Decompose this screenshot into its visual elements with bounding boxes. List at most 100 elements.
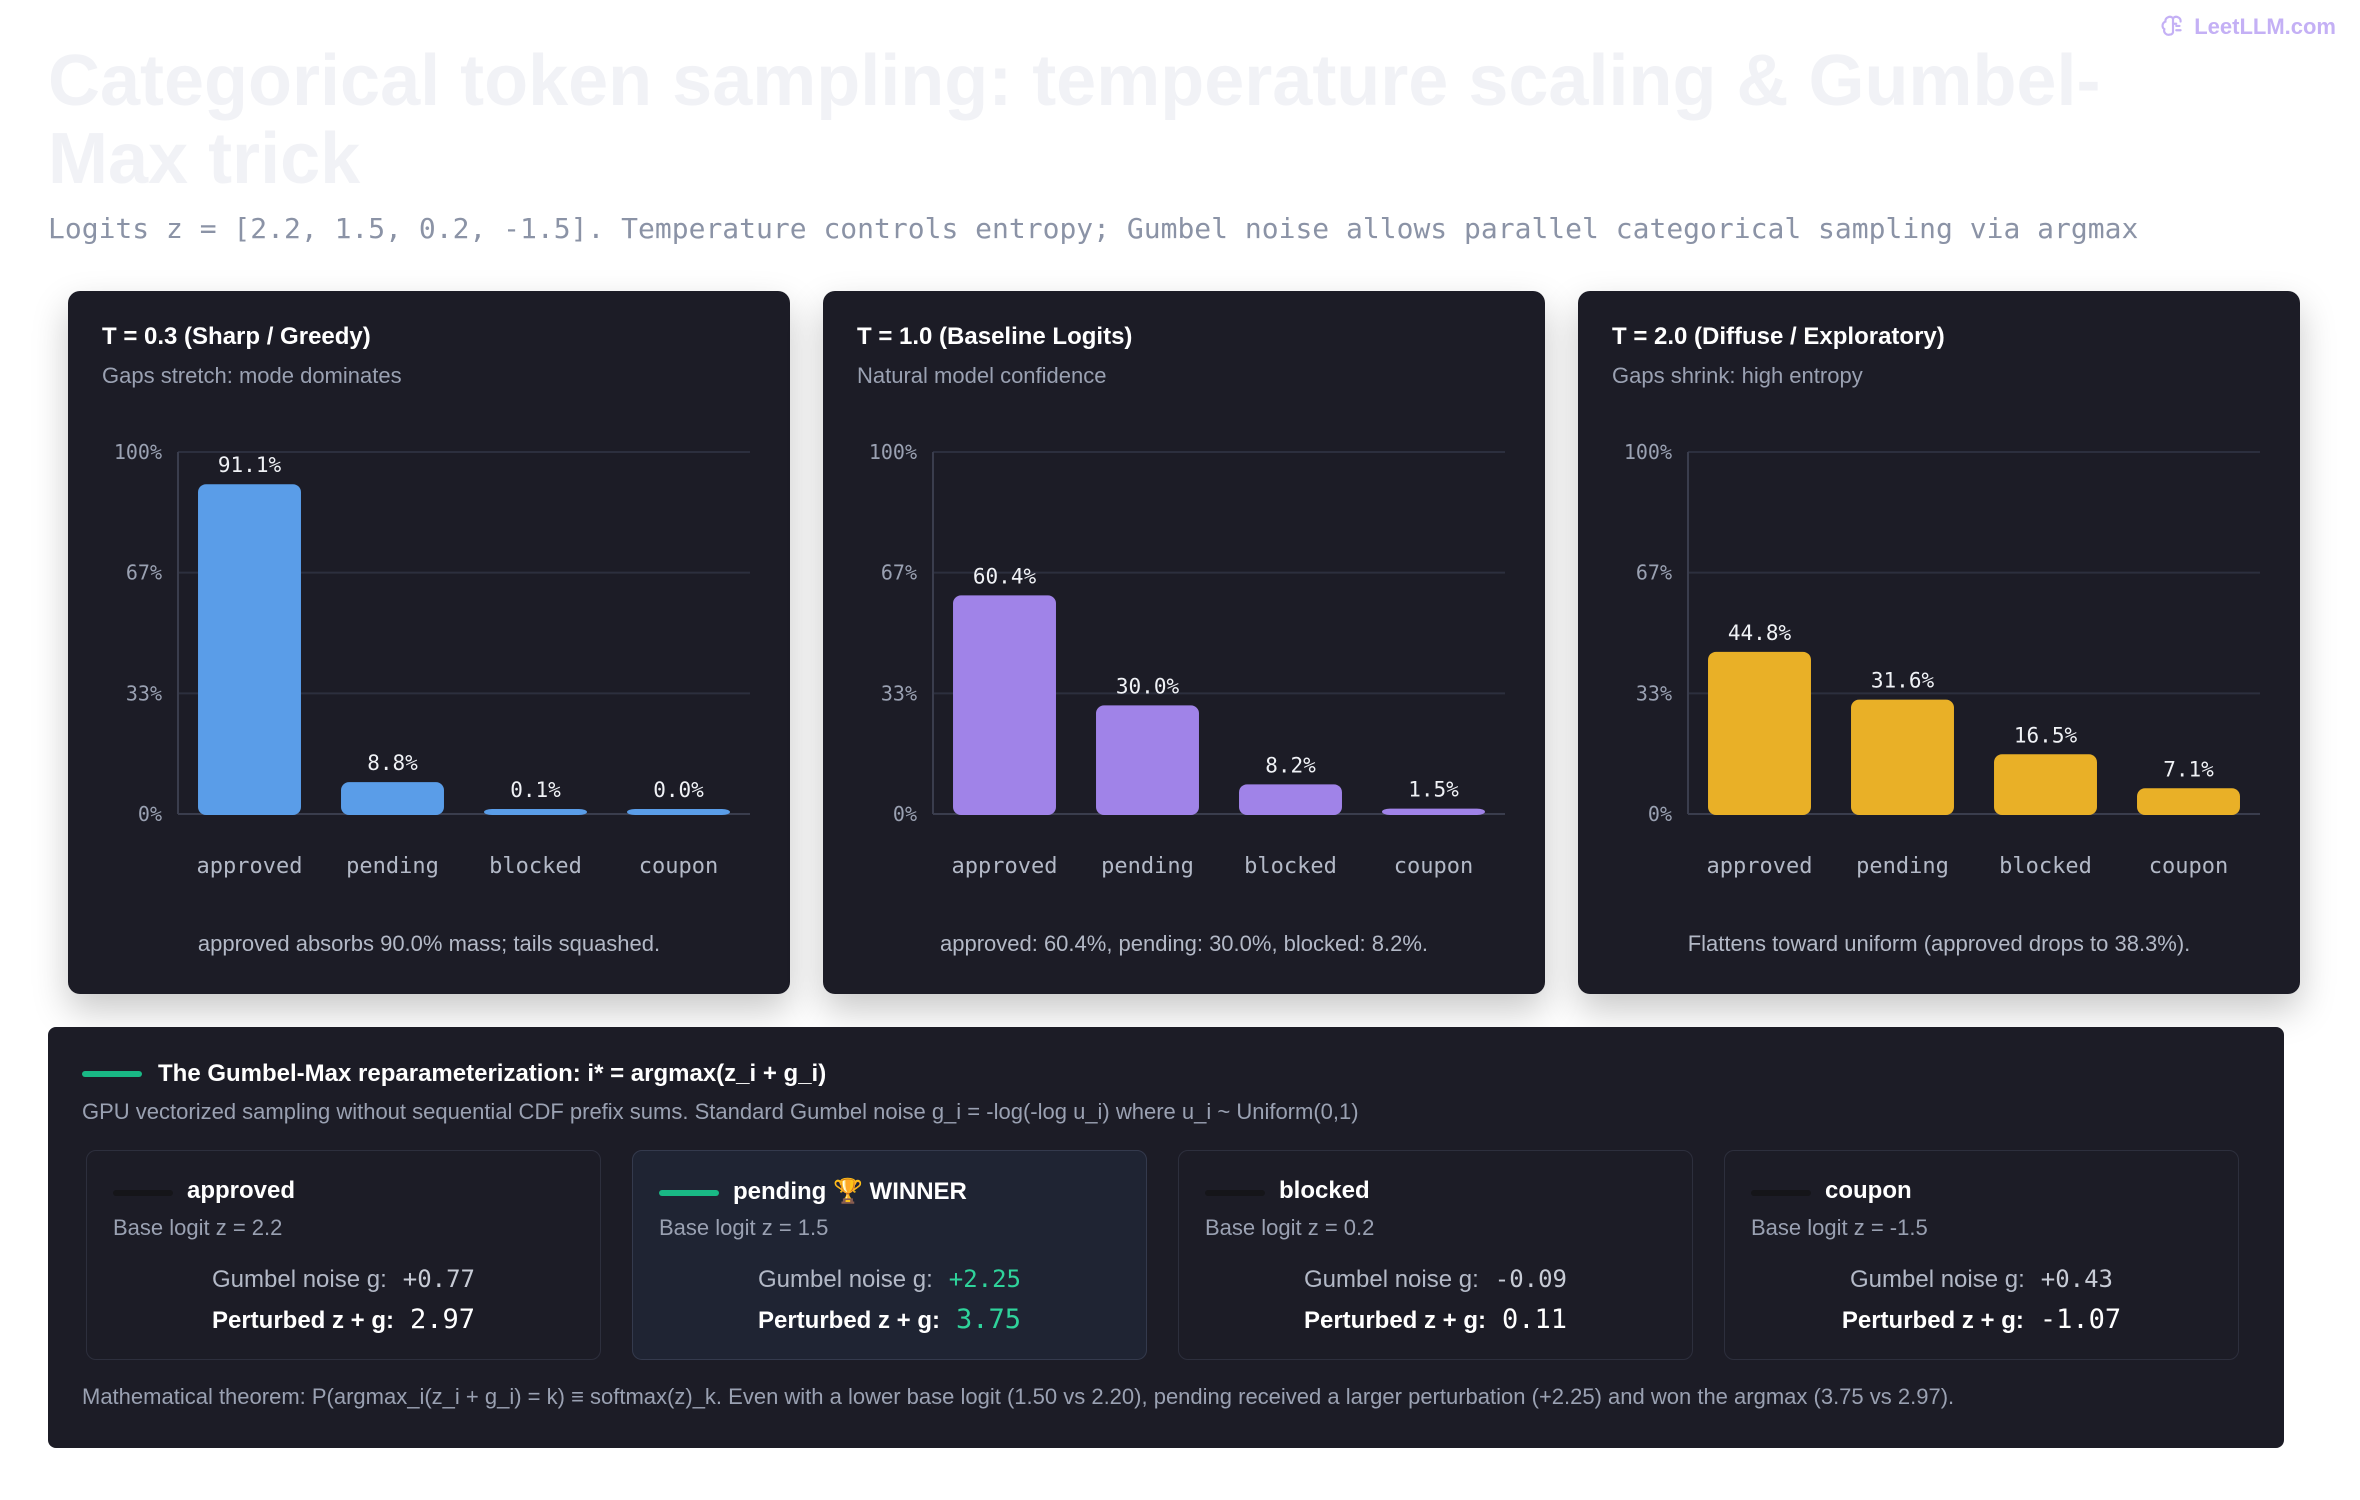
accent-bar	[82, 1071, 142, 1077]
x-tick-label: approved	[952, 854, 1058, 879]
noise-value: -0.09	[1494, 1265, 1567, 1293]
base-logit: Base logit z = 0.2	[1205, 1215, 1375, 1240]
data-label: 8.2%	[1265, 753, 1316, 777]
brand-logo[interactable]: LeetLLM.com	[2160, 14, 2336, 40]
perturbed-label: Perturbed z + g:	[1303, 1307, 1486, 1334]
x-tick-label: approved	[1707, 854, 1813, 879]
data-label: 60.4%	[973, 564, 1037, 588]
card-accent-bar	[659, 1190, 719, 1196]
theorem-footnote: Mathematical theorem: P(argmax_i(z_i + g…	[82, 1384, 1955, 1409]
data-label: 91.1%	[218, 453, 282, 477]
page-subtitle: Logits z = [2.2, 1.5, 0.2, -1.5]. Temper…	[48, 212, 2139, 245]
bar	[627, 809, 730, 815]
noise-value: +0.43	[2040, 1265, 2113, 1293]
x-tick-label: blocked	[489, 854, 582, 879]
card-accent-bar	[1751, 1190, 1811, 1196]
data-label: 7.1%	[2163, 757, 2214, 781]
x-tick-label: approved	[197, 854, 303, 879]
bar-chart: 0% 33% 67% 100% 91.1% approved 8.8% pending 0.1%…	[114, 440, 750, 879]
token-name: pending 🏆 WINNER	[733, 1178, 967, 1205]
chart-title: T = 2.0 (Diffuse / Exploratory)	[1612, 323, 1945, 350]
chart-subtitle: Natural model confidence	[857, 363, 1107, 388]
y-tick-label: 0%	[138, 802, 162, 826]
noise-label: Gumbel noise g:	[1849, 1266, 2025, 1293]
data-label: 0.0%	[653, 778, 704, 802]
x-tick-label: blocked	[1244, 854, 1337, 879]
chart-note: approved absorbs 90.0% mass; tails squas…	[197, 931, 661, 956]
gumbel-panel: The Gumbel-Max reparameterization: i* = …	[48, 1027, 2284, 1448]
bar	[1382, 808, 1485, 815]
token-name: coupon	[1825, 1177, 1912, 1204]
token-card-blocked: blocked Base logit z = 0.2 Gumbel noise …	[1178, 1150, 1693, 1360]
card-accent-bar	[113, 1190, 173, 1196]
data-label: 0.1%	[510, 778, 561, 802]
x-tick-label: coupon	[2149, 854, 2228, 879]
x-tick-label: pending	[1856, 854, 1949, 879]
bar	[1239, 784, 1342, 815]
chart-note: Flattens toward uniform (approved drops …	[1687, 931, 2191, 956]
x-tick-label: pending	[1101, 854, 1194, 879]
token-name: approved	[187, 1177, 296, 1204]
chart-note: approved: 60.4%, pending: 30.0%, blocked…	[939, 931, 1428, 956]
y-tick-label: 33%	[1636, 681, 1672, 705]
x-tick-label: coupon	[1394, 854, 1473, 879]
y-tick-label: 100%	[1624, 440, 1672, 464]
bar-chart: 0% 33% 67% 100% 60.4% approved 30.0% pending 8.2…	[869, 440, 1505, 879]
bar	[1994, 754, 2097, 815]
y-tick-label: 33%	[126, 681, 162, 705]
page-title: Categorical token sampling: temperature …	[48, 41, 2101, 199]
base-logit: Base logit z = 2.2	[113, 1215, 283, 1240]
brand-label: LeetLLM.com	[2194, 14, 2336, 39]
bar	[953, 595, 1056, 815]
y-tick-label: 100%	[114, 440, 162, 464]
bar	[1851, 699, 1954, 815]
base-logit: Base logit z = 1.5	[659, 1215, 829, 1240]
perturbed-value: 0.11	[1502, 1304, 1568, 1335]
perturbed-label: Perturbed z + g:	[211, 1307, 394, 1334]
x-tick-label: coupon	[639, 854, 718, 879]
chart-panel-t20: T = 2.0 (Diffuse / Exploratory) Gaps shr…	[1578, 291, 2300, 994]
y-tick-label: 0%	[893, 802, 917, 826]
perturbed-value: 3.75	[956, 1304, 1022, 1335]
noise-label: Gumbel noise g:	[211, 1266, 387, 1293]
perturbed-value: -1.07	[2039, 1304, 2122, 1335]
y-tick-label: 67%	[1636, 561, 1672, 585]
token-name: blocked	[1279, 1177, 1370, 1204]
data-label: 1.5%	[1408, 778, 1459, 802]
y-tick-label: 67%	[881, 561, 917, 585]
data-label: 31.6%	[1871, 669, 1935, 693]
card-accent-bar	[1205, 1190, 1265, 1196]
perturbed-label: Perturbed z + g:	[757, 1307, 940, 1334]
bar	[198, 484, 301, 815]
x-tick-label: pending	[346, 854, 439, 879]
base-logit: Base logit z = -1.5	[1751, 1215, 1928, 1240]
noise-value: +2.25	[948, 1265, 1021, 1293]
y-tick-label: 100%	[869, 440, 917, 464]
token-card-coupon: coupon Base logit z = -1.5 Gumbel noise …	[1724, 1150, 2239, 1360]
chart-subtitle: Gaps stretch: mode dominates	[102, 363, 402, 388]
y-tick-label: 33%	[881, 681, 917, 705]
gumbel-title: The Gumbel-Max reparameterization: i* = …	[158, 1060, 827, 1087]
token-card-pending: pending 🏆 WINNER Base logit z = 1.5 Gumb…	[632, 1150, 1147, 1360]
x-tick-label: blocked	[1999, 854, 2092, 879]
chart-panel-t10: T = 1.0 (Baseline Logits) Natural model …	[823, 291, 1545, 994]
bar	[1708, 651, 1811, 815]
bar	[2137, 788, 2240, 815]
noise-label: Gumbel noise g:	[1303, 1266, 1479, 1293]
noise-label: Gumbel noise g:	[757, 1266, 933, 1293]
data-label: 30.0%	[1116, 674, 1180, 698]
bar-chart: 0% 33% 67% 100% 44.8% approved 31.6% pending 16.…	[1624, 440, 2260, 879]
perturbed-value: 2.97	[410, 1304, 476, 1335]
token-card-approved: approved Base logit z = 2.2 Gumbel noise…	[86, 1150, 601, 1360]
noise-value: +0.77	[402, 1265, 475, 1293]
y-tick-label: 0%	[1648, 802, 1672, 826]
chart-panel-t03: T = 0.3 (Sharp / Greedy) Gaps stretch: m…	[68, 291, 790, 994]
bar	[484, 809, 587, 815]
data-label: 8.8%	[367, 751, 418, 775]
data-label: 44.8%	[1728, 621, 1792, 645]
gumbel-subtitle: GPU vectorized sampling without sequenti…	[82, 1099, 1359, 1124]
bar	[1096, 705, 1199, 815]
chart-title: T = 0.3 (Sharp / Greedy)	[102, 323, 371, 350]
bar	[341, 782, 444, 815]
data-label: 16.5%	[2014, 723, 2078, 747]
